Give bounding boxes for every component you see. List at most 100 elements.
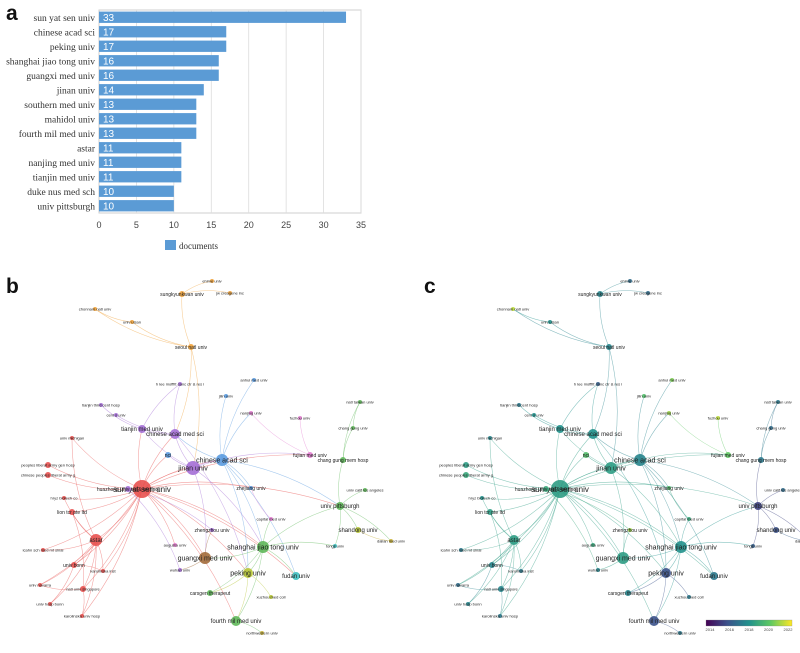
edge bbox=[94, 308, 192, 348]
node bbox=[188, 344, 194, 350]
bar bbox=[99, 127, 197, 139]
node-label: nanjing univ bbox=[658, 410, 679, 415]
node bbox=[488, 436, 492, 440]
node-label: tongji univ bbox=[744, 543, 762, 548]
edge bbox=[174, 346, 192, 435]
category-label: mahidol univ bbox=[45, 115, 96, 125]
edge bbox=[559, 433, 594, 490]
colorbar-tick: 2016 bbox=[725, 627, 735, 632]
node bbox=[661, 568, 671, 578]
edge bbox=[250, 412, 311, 456]
node-label: lion tcr pte ltd bbox=[475, 510, 505, 516]
node-label: fujian med univ bbox=[293, 453, 327, 459]
node bbox=[628, 528, 632, 532]
node-label: sun yat sen univ bbox=[531, 485, 589, 494]
node-label: carsgen therapeut bbox=[608, 591, 649, 597]
legend-label: documents bbox=[179, 241, 218, 251]
node bbox=[125, 486, 131, 492]
edge bbox=[499, 488, 561, 617]
node-label: tianjin med univ bbox=[121, 427, 163, 433]
node bbox=[773, 527, 779, 533]
node-label: chinese peoples liberat army g bbox=[439, 472, 493, 477]
edge bbox=[639, 459, 682, 548]
node-label: zhejiang univ bbox=[236, 486, 266, 492]
node-label: chang gung univ bbox=[338, 425, 367, 430]
bar bbox=[99, 40, 227, 52]
node bbox=[583, 452, 589, 458]
node bbox=[69, 509, 75, 515]
node bbox=[487, 509, 493, 515]
edge bbox=[637, 395, 645, 461]
node-label: nci bbox=[583, 453, 589, 459]
node bbox=[298, 416, 302, 420]
node-label: wuhan univ bbox=[588, 567, 608, 572]
edge bbox=[47, 464, 143, 490]
node bbox=[340, 457, 346, 463]
node-label: capital med univ bbox=[675, 516, 704, 521]
node-label: seoul natl univ bbox=[175, 345, 207, 351]
edge bbox=[299, 417, 311, 456]
node-label: zhejiang univ bbox=[654, 486, 684, 492]
edge bbox=[192, 467, 264, 548]
bar bbox=[99, 98, 197, 110]
node bbox=[489, 562, 495, 568]
node bbox=[130, 320, 134, 324]
node bbox=[625, 590, 631, 596]
edge bbox=[610, 467, 682, 548]
value-label: 14 bbox=[103, 85, 115, 96]
node bbox=[675, 541, 687, 553]
node-label: cent s univ bbox=[524, 412, 543, 417]
node bbox=[355, 527, 361, 533]
node bbox=[687, 595, 691, 599]
category-label: univ pittsburgh bbox=[37, 202, 95, 212]
legend-swatch bbox=[165, 240, 176, 250]
edge bbox=[668, 412, 729, 456]
edge bbox=[219, 395, 227, 461]
node-label: univ calif los angeles bbox=[347, 487, 384, 492]
node bbox=[628, 279, 632, 283]
edge bbox=[460, 488, 561, 551]
node-label: peking univ bbox=[648, 570, 684, 577]
edge bbox=[465, 464, 561, 490]
node-label: tianjin third cent hosp bbox=[500, 402, 539, 407]
node-label: icahn sch med mt sinai bbox=[441, 547, 482, 552]
edge bbox=[489, 437, 515, 541]
node-label: northwestern univ bbox=[246, 630, 278, 635]
edge bbox=[489, 437, 561, 490]
edge bbox=[608, 346, 618, 469]
category-label: guangxi med univ bbox=[26, 72, 95, 82]
node-label: chang gung univ bbox=[756, 425, 785, 430]
node-label: capital med univ bbox=[257, 516, 286, 521]
edge bbox=[556, 428, 561, 490]
category-label: fourth mil med univ bbox=[19, 129, 96, 140]
node bbox=[207, 590, 213, 596]
node bbox=[99, 403, 103, 407]
node bbox=[769, 426, 773, 430]
node bbox=[210, 279, 214, 283]
node bbox=[90, 534, 102, 546]
node bbox=[101, 569, 105, 573]
edge bbox=[49, 539, 97, 605]
category-label: duke nus med sch bbox=[27, 188, 95, 198]
node bbox=[38, 583, 42, 587]
node-label: univ bonn bbox=[63, 563, 85, 569]
edge bbox=[82, 488, 143, 590]
node-label: icahn sch med mt sinai bbox=[23, 547, 64, 552]
node-label: chang gung mem hosp bbox=[318, 458, 369, 464]
node bbox=[596, 568, 600, 572]
bar bbox=[99, 142, 182, 154]
edge bbox=[467, 564, 493, 605]
edge bbox=[100, 404, 143, 430]
edge bbox=[489, 511, 503, 590]
node-label: peoples liberat army gen hosp bbox=[21, 462, 75, 467]
node bbox=[307, 452, 313, 458]
node bbox=[466, 602, 470, 606]
edge bbox=[192, 452, 311, 469]
edge bbox=[591, 383, 599, 435]
node bbox=[252, 378, 256, 382]
node-label: chinese acad med sci bbox=[564, 432, 622, 438]
colorbar-tick: 2022 bbox=[784, 627, 794, 632]
bar-chart: 0 5 10 15 20 25 30 35 sun yat sen univ 33 chinese … bbox=[6, 9, 366, 251]
